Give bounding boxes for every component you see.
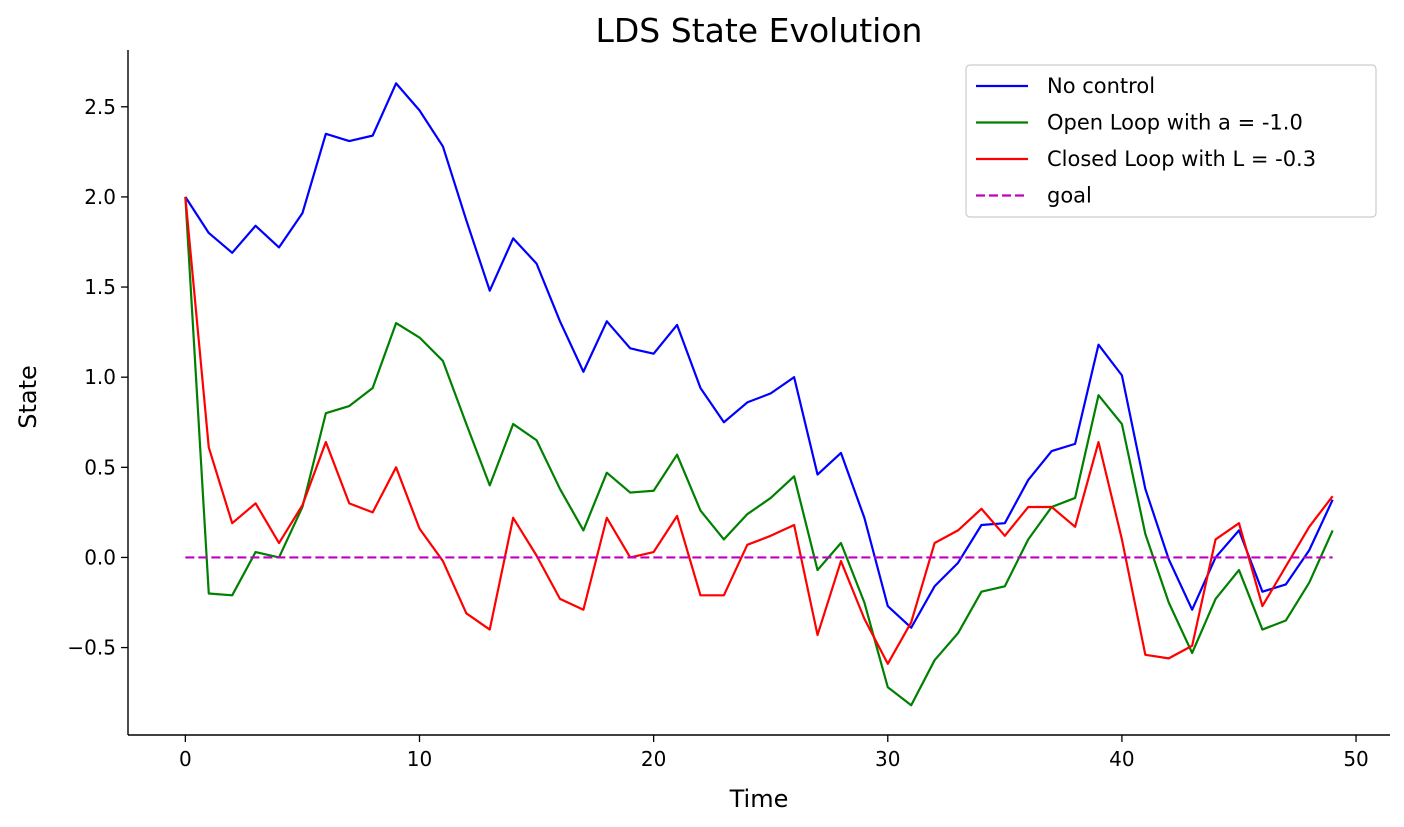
y-tick-label: 0.0 (84, 545, 116, 569)
x-tick-label: 0 (179, 747, 192, 771)
x-tick-label: 20 (641, 747, 666, 771)
y-tick-label: 1.0 (84, 365, 116, 389)
legend-box (965, 64, 1377, 218)
x-tick-label: 30 (875, 747, 900, 771)
ticks: 0 10 20 30 40 50 −0.5 0.0 0.5 1.0 1.5 2.0 2.5 (67, 95, 1368, 771)
x-axis-label: Time (729, 785, 789, 813)
chart-title: LDS State Evolution (596, 11, 923, 50)
y-axis-label: State (14, 365, 42, 429)
series-line-no-control (184, 82, 1334, 629)
x-tick-label: 40 (1109, 747, 1134, 771)
x-tick-label: 50 (1343, 747, 1368, 771)
legend-label: No control (1047, 74, 1155, 98)
legend-label: Closed Loop with L = -0.3 (1047, 147, 1316, 171)
legend: No control Open Loop with a = -1.0 Closed … (965, 64, 1377, 218)
y-tick-label: 0.5 (84, 455, 116, 479)
x-tick-label: 10 (407, 747, 432, 771)
plot-area (184, 82, 1334, 707)
legend-label: Open Loop with a = -1.0 (1047, 111, 1303, 135)
y-tick-label: 1.5 (84, 275, 116, 299)
series-line-open-loop-with-a-1-0 (184, 196, 1334, 707)
series-line-closed-loop-with-l-0-3 (184, 196, 1334, 665)
y-tick-label: 2.0 (84, 185, 116, 209)
legend-label: goal (1047, 184, 1092, 208)
y-tick-label: −0.5 (67, 636, 116, 660)
axes (127, 50, 1390, 736)
y-tick-label: 2.5 (84, 95, 116, 119)
